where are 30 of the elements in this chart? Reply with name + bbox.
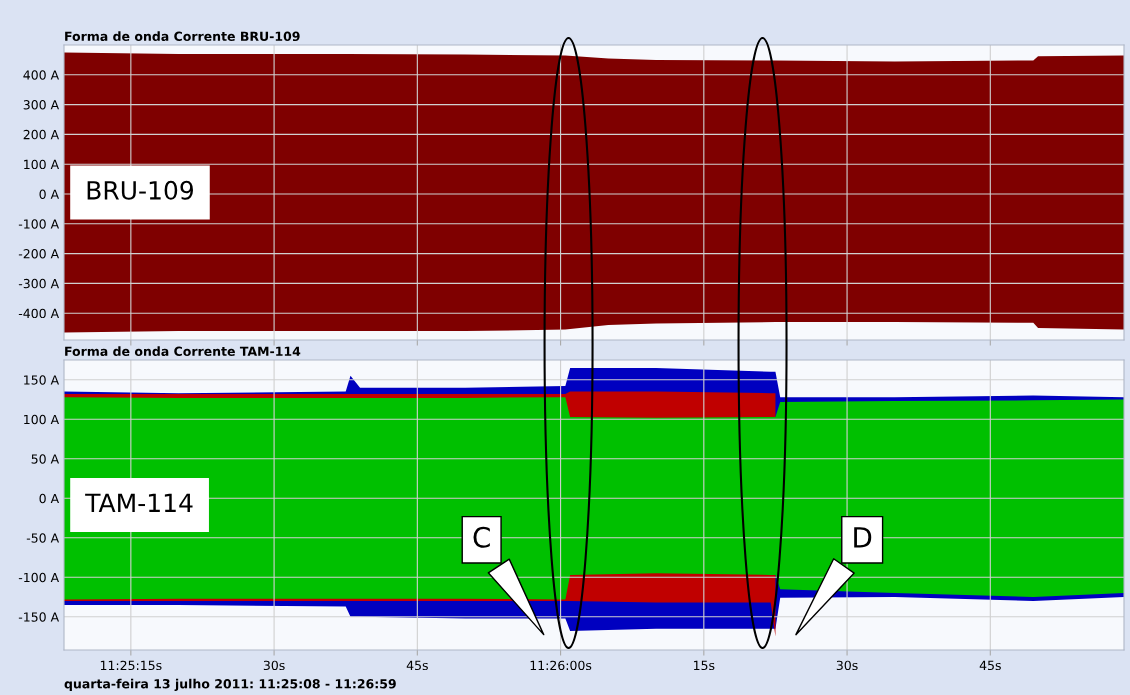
y-tick-label: -400 A [18,308,60,319]
x-tick-label: 15s [693,660,715,671]
x-tick-label: 45s [406,660,428,671]
x-tick-label: 11:25:15s [100,660,162,671]
y-tick-label: -50 A [26,533,60,543]
y-tick-label: 400 A [23,70,60,80]
annotation: D [854,527,872,548]
y-tick-label: -100 A [18,572,60,583]
y-tick-label: 100 A [24,414,60,425]
y-tick-label: -300 A [18,278,60,289]
x-tick-label: 30s [263,660,285,671]
text: quarta-feira 13 julho 2011: 11:25:08 - 11:26:59 [64,678,396,691]
y-tick-label: 0 A [39,189,60,199]
y-tick-label: 300 A [23,100,60,110]
chart-title: Forma de onda Corrente TAM-114 [65,346,301,357]
annotation: BRU-109 [87,180,193,200]
y-tick-label: 100 A [24,159,60,170]
y-tick-label: -100 A [18,219,60,229]
y-tick-label: -150 A [18,612,60,622]
chart-title: Forma de onda Corrente BRU-109 [65,31,300,42]
y-tick-label: 200 A [23,129,60,140]
y-tick-label: 0 A [39,493,60,504]
y-tick-label: 150 A [24,375,60,385]
y-tick-label: 50 A [31,454,60,464]
annotation: TAM-114 [85,493,193,512]
x-tick-label: 45s [979,660,1001,671]
annotation: C [473,526,490,548]
x-tick-label: 30s [836,660,858,671]
y-tick-label: -200 A [18,249,60,259]
x-tick-label: 11:26:00s [530,660,592,671]
